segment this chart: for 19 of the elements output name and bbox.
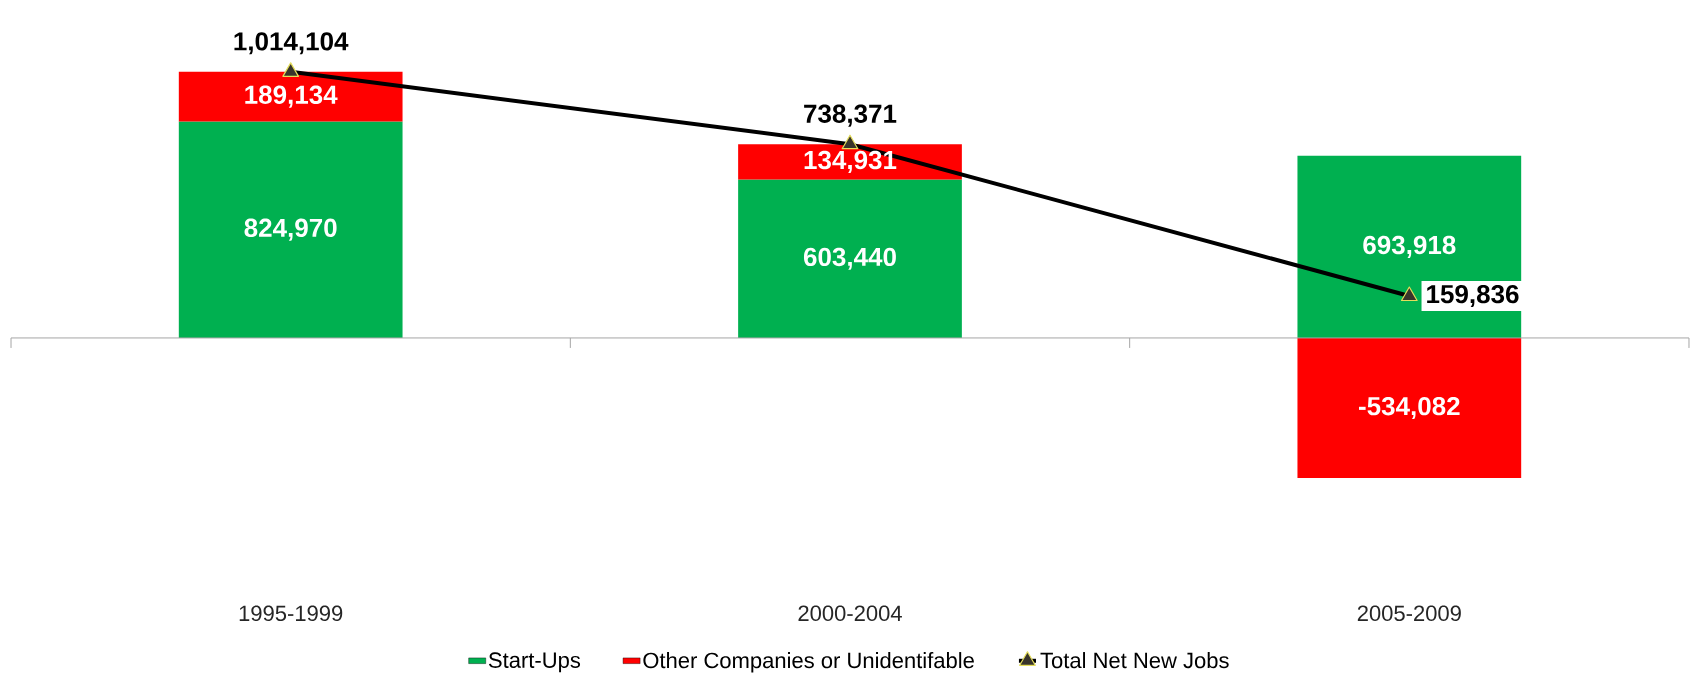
bar	[738, 179, 962, 338]
data-label: 693,918	[1363, 235, 1456, 258]
x-tick-label: 2005-2009	[1357, 605, 1461, 622]
legend-label: Other Companies or Unidentifable	[643, 652, 974, 673]
x-tick-label: 1995-1999	[239, 605, 343, 622]
data-label: 159,836	[1427, 284, 1519, 308]
bar	[1297, 155, 1522, 338]
legend-label: Total Net New Jobs	[1040, 652, 1229, 669]
bar	[178, 121, 403, 338]
data-label: 738,371	[804, 104, 897, 127]
data-label: 1,014,104	[234, 32, 349, 55]
data-label: 189,134	[245, 85, 338, 108]
data-label: 134,931	[804, 150, 897, 173]
data-label: -534,082	[1359, 396, 1460, 420]
x-tick-label: 2000-2004	[798, 605, 902, 622]
data-label: 824,970	[244, 218, 337, 241]
data-label: 603,440	[803, 247, 896, 270]
legend-label: Start-Ups	[488, 652, 581, 673]
bar	[1297, 337, 1522, 479]
